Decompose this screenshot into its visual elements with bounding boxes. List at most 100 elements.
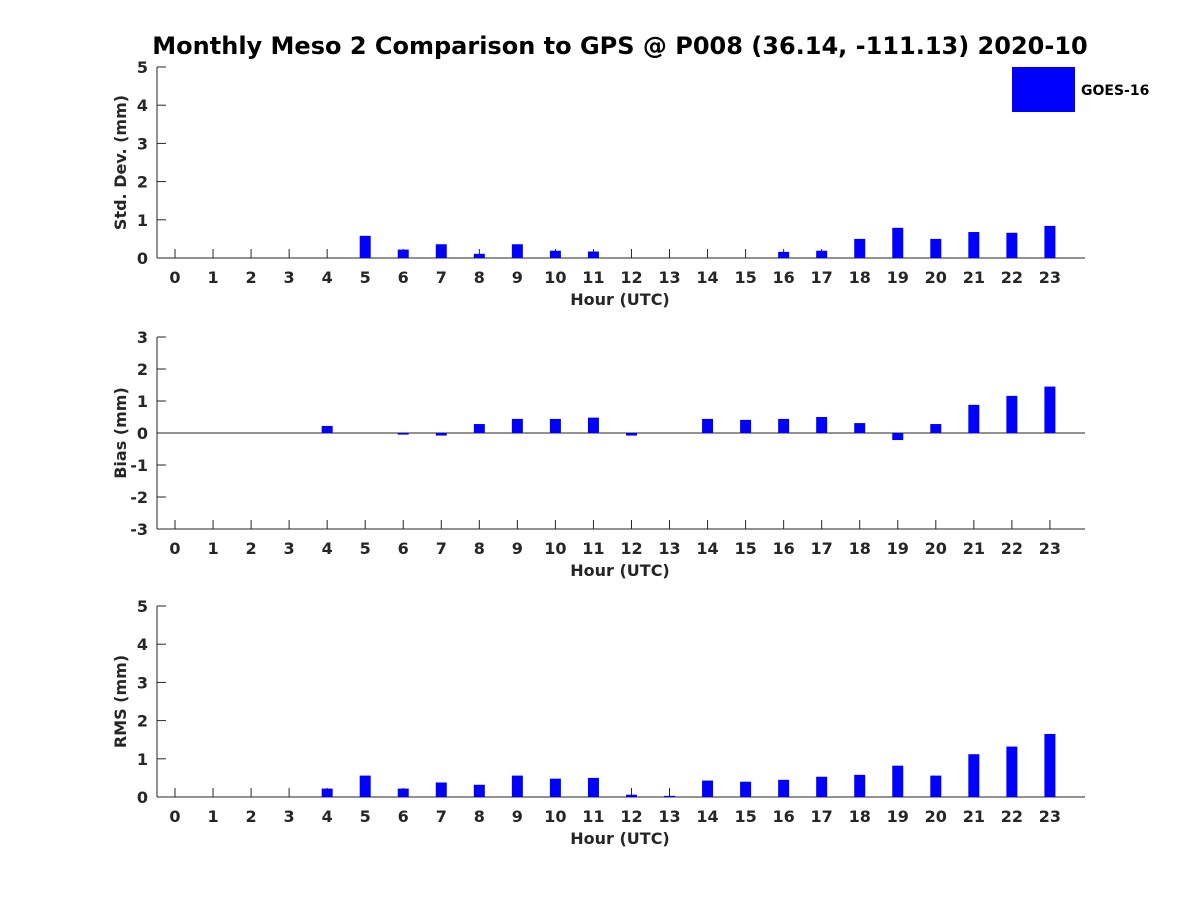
y-tick-label: 2: [137, 712, 148, 731]
x-tick-label: 8: [474, 268, 485, 287]
x-axis-label: Hour (UTC): [570, 290, 670, 309]
x-tick-label: 11: [582, 539, 604, 558]
bar-hour-14: [702, 418, 714, 433]
x-tick-label: 18: [849, 268, 871, 287]
bar-hour-7: [435, 244, 447, 258]
x-tick-label: 18: [849, 539, 871, 558]
y-tick-label: -3: [130, 520, 148, 539]
bar-hour-12: [625, 433, 637, 436]
bar-hour-19: [892, 433, 904, 441]
y-tick-label: 0: [137, 249, 148, 268]
x-tick-label: 14: [696, 807, 718, 826]
bar-hour-21: [968, 754, 980, 797]
x-tick-label: 5: [360, 807, 371, 826]
x-tick-label: 4: [322, 539, 333, 558]
x-tick-label: 15: [734, 539, 756, 558]
x-tick-label: 2: [246, 807, 257, 826]
x-tick-label: 20: [925, 268, 947, 287]
y-tick-label: 0: [137, 788, 148, 807]
bar-hour-11: [587, 417, 599, 433]
y-axis-label: Std. Dev. (mm): [111, 95, 130, 230]
x-tick-label: 15: [734, 268, 756, 287]
y-tick-label: 4: [137, 635, 148, 654]
x-tick-label: 8: [474, 539, 485, 558]
legend-swatch-goes-16: [1012, 67, 1075, 112]
bar-hour-8: [473, 253, 485, 258]
y-tick-label: 3: [137, 673, 148, 692]
x-tick-label: 16: [773, 539, 795, 558]
bar-hour-4: [321, 425, 333, 433]
y-tick-label: 2: [137, 360, 148, 379]
bar-hour-19: [892, 227, 904, 258]
x-tick-label: 18: [849, 807, 871, 826]
x-tick-label: 1: [207, 268, 218, 287]
bar-hour-16: [778, 418, 790, 433]
x-tick-label: 20: [925, 807, 947, 826]
x-tick-label: 0: [169, 539, 180, 558]
y-tick-label: 3: [137, 328, 148, 347]
bar-hour-20: [930, 424, 942, 433]
x-tick-label: 6: [398, 268, 409, 287]
x-tick-label: 21: [963, 807, 985, 826]
x-tick-label: 2: [246, 268, 257, 287]
bar-hour-22: [1006, 232, 1018, 258]
x-tick-label: 7: [436, 268, 447, 287]
x-tick-label: 16: [773, 268, 795, 287]
x-tick-label: 4: [322, 807, 333, 826]
bar-hour-22: [1006, 395, 1018, 433]
bar-hour-18: [854, 238, 866, 258]
y-tick-label: -1: [130, 456, 148, 475]
x-tick-label: 10: [544, 268, 566, 287]
x-tick-label: 6: [398, 807, 409, 826]
x-tick-label: 3: [284, 807, 295, 826]
x-tick-label: 21: [963, 268, 985, 287]
bar-hour-16: [778, 251, 790, 258]
bar-hour-18: [854, 423, 866, 433]
x-tick-label: 19: [887, 268, 909, 287]
bar-hour-20: [930, 238, 942, 258]
x-tick-label: 22: [1001, 807, 1023, 826]
y-tick-label: 2: [137, 173, 148, 192]
bar-hour-9: [511, 775, 523, 797]
x-tick-label: 5: [360, 539, 371, 558]
bar-hour-15: [740, 781, 752, 797]
bar-hour-10: [549, 778, 561, 797]
bar-hour-7: [435, 433, 447, 436]
y-tick-label: 1: [137, 211, 148, 230]
x-tick-label: 3: [284, 268, 295, 287]
legend-label-goes-16: GOES-16: [1081, 83, 1149, 99]
x-tick-label: 17: [811, 807, 833, 826]
bar-hour-22: [1006, 746, 1018, 797]
x-tick-label: 1: [207, 539, 218, 558]
bar-hour-11: [587, 777, 599, 797]
x-tick-label: 6: [398, 539, 409, 558]
bar-hour-9: [511, 418, 523, 433]
x-tick-label: 2: [246, 539, 257, 558]
bar-hour-23: [1044, 733, 1056, 797]
x-tick-label: 19: [887, 539, 909, 558]
x-tick-label: 13: [658, 807, 680, 826]
x-tick-label: 12: [620, 807, 642, 826]
x-tick-label: 21: [963, 539, 985, 558]
y-tick-label: 1: [137, 750, 148, 769]
x-tick-label: 19: [887, 807, 909, 826]
bar-hour-10: [549, 250, 561, 258]
bar-hour-18: [854, 774, 866, 797]
y-tick-label: 5: [137, 597, 148, 616]
x-axis-label: Hour (UTC): [570, 561, 670, 580]
x-tick-label: 22: [1001, 268, 1023, 287]
x-tick-label: 23: [1039, 268, 1061, 287]
x-tick-label: 1: [207, 807, 218, 826]
x-tick-label: 23: [1039, 539, 1061, 558]
bar-hour-6: [397, 249, 409, 258]
bar-hour-9: [511, 244, 523, 258]
bar-hour-8: [473, 784, 485, 797]
bar-hour-13: [664, 795, 676, 797]
bar-hour-5: [359, 235, 371, 258]
bar-hour-10: [549, 418, 561, 433]
x-tick-label: 23: [1039, 807, 1061, 826]
x-tick-label: 9: [512, 539, 523, 558]
